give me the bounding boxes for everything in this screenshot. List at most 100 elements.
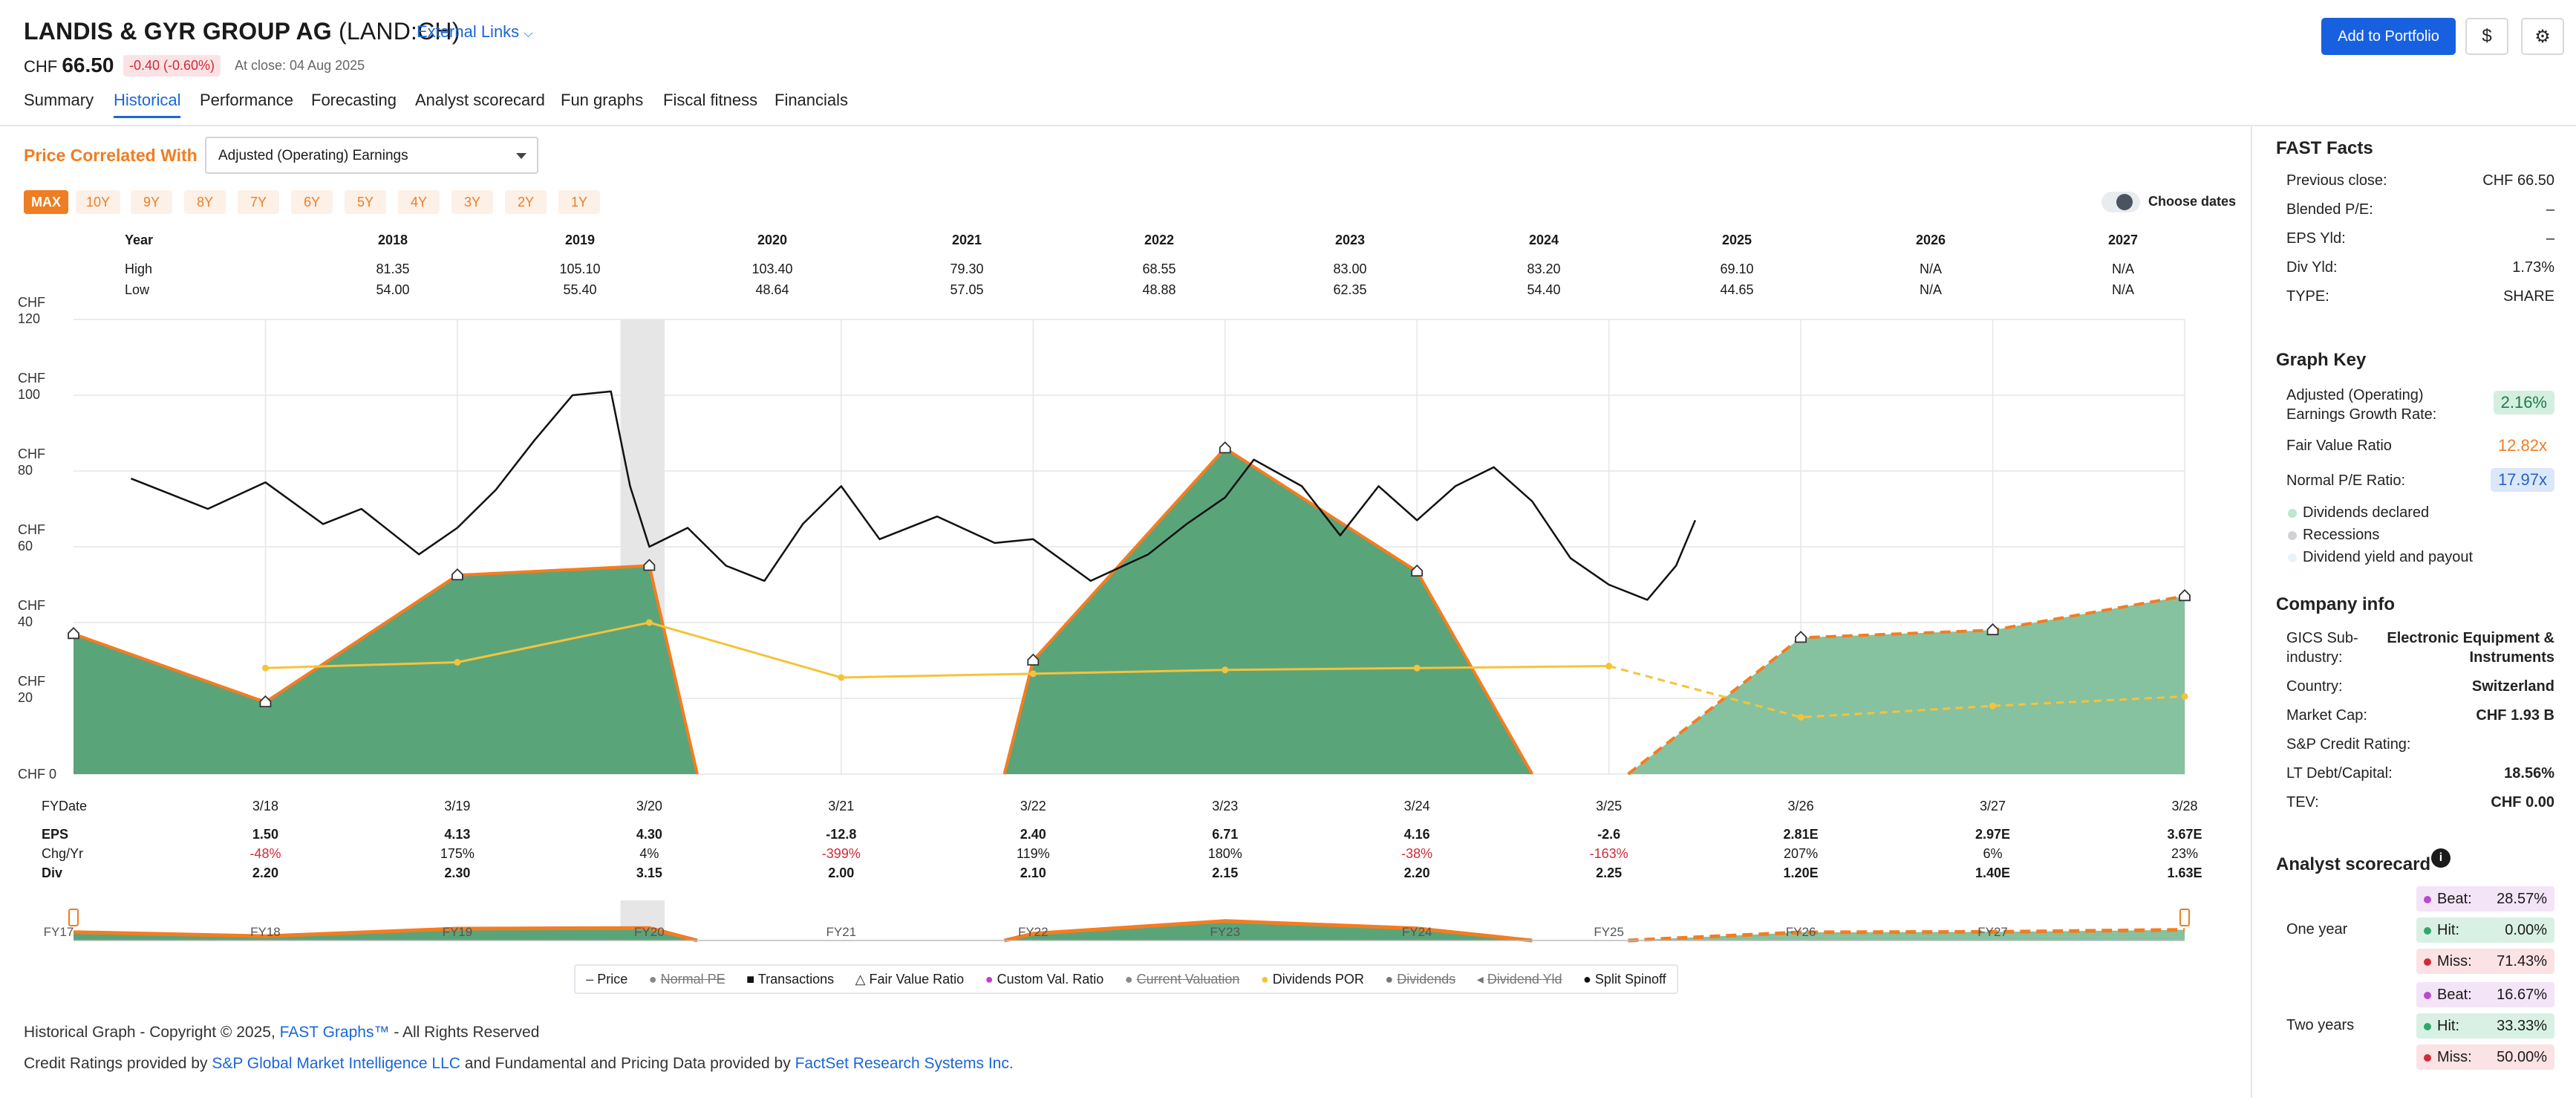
tab-fiscal-fitness[interactable]: Fiscal fitness	[663, 91, 758, 109]
legend-item-dividend-yld[interactable]: ◂ Dividend Yld	[1477, 972, 1562, 987]
fy-dates-cell: 3/20	[636, 799, 662, 813]
tab-summary[interactable]: Summary	[24, 91, 94, 109]
sp-global-link[interactable]: S&P Global Market Intelligence LLC	[212, 1055, 460, 1072]
correlation-select[interactable]: Adjusted (Operating) Earnings	[205, 137, 538, 174]
fy-dates-cell: 3/28	[2171, 799, 2198, 813]
country-value: Switzerland	[2471, 678, 2554, 695]
external-links-label: External Links	[417, 22, 520, 41]
y-tick-label: CHF 100	[18, 371, 45, 402]
fair-value-value: 12.82x	[2497, 436, 2547, 455]
div-cell: 2.25	[1596, 865, 1623, 880]
legend-item-current-valuation[interactable]: ● Current Valuation	[1125, 972, 1240, 987]
legend-item-dividends-por[interactable]: ● Dividends POR	[1261, 972, 1364, 987]
tab-historical[interactable]: Historical	[114, 91, 181, 118]
footer-credits: Credit Ratings provided by S&P Global Ma…	[24, 1055, 1014, 1073]
chg-yr-cell: -399%	[821, 846, 861, 861]
dividend-por-point	[645, 619, 653, 626]
mini-fy-label: FY26	[1786, 925, 1816, 939]
factset-link[interactable]: FactSet Research Systems Inc.	[795, 1055, 1014, 1072]
tab-financials[interactable]: Financials	[775, 91, 849, 109]
external-links-dropdown[interactable]: External Links ⌵	[417, 22, 532, 42]
chg-yr-cell: 23%	[2171, 846, 2199, 861]
range-button-5y[interactable]: 5Y	[345, 190, 386, 214]
year-table-high-cell: 83.00	[1333, 261, 1367, 276]
legend-marker-icon: ●	[985, 971, 997, 987]
dividend-por-point	[261, 664, 269, 672]
legend-item-transactions[interactable]: ■ Transactions	[746, 972, 834, 987]
range-button-max[interactable]: MAX	[24, 190, 68, 214]
y-tick-label: CHF 120	[18, 295, 45, 326]
estimate-line	[1627, 594, 2185, 776]
legend-item-fair-value-ratio[interactable]: △ Fair Value Ratio	[855, 972, 965, 987]
miss-dot	[2424, 1053, 2431, 1062]
fastgraphs-link[interactable]: FAST Graphs™	[279, 1024, 390, 1041]
div-cell: 2.30	[444, 865, 471, 880]
price-chart[interactable]	[0, 0, 2251, 1098]
right-range-handle[interactable]	[2179, 909, 2190, 926]
tab-forecasting[interactable]: Forecasting	[311, 91, 397, 109]
range-button-10y[interactable]: 10Y	[76, 190, 120, 214]
legend-item-price[interactable]: – Price	[586, 972, 627, 987]
range-button-9y[interactable]: 9Y	[131, 190, 172, 214]
year-table-high-cell: 79.30	[950, 261, 984, 276]
fair-value-marker	[451, 568, 463, 581]
eps-yld-value: –	[2546, 230, 2554, 247]
legend-label: Split Spinoff	[1594, 971, 1666, 987]
mini-fy-label: FY25	[1594, 925, 1624, 939]
fy-dates-cell: 3/23	[1212, 799, 1239, 813]
choose-dates-toggle[interactable]	[2101, 192, 2140, 212]
range-button-8y[interactable]: 8Y	[184, 190, 226, 214]
legend-item-normal-pe[interactable]: ● Normal PE	[649, 972, 725, 987]
miss-label: Miss:	[2437, 952, 2472, 969]
y-tick-label: CHF 0	[18, 767, 57, 782]
range-navigator[interactable]: FY17 FY18 FY19 FY20 FY21 FY22 FY23 FY24 FY25 FY26…	[0, 900, 2251, 945]
footer-copyright: Historical Graph - Copyright © 2025, FAS…	[24, 1024, 539, 1042]
low-header: Low	[125, 282, 150, 297]
mini-fy-label: FY22	[1018, 925, 1049, 939]
legend-item-split-spinoff[interactable]: ● Split Spinoff	[1583, 972, 1666, 987]
range-button-4y[interactable]: 4Y	[398, 190, 440, 214]
dividend-por-point	[1413, 664, 1421, 672]
year-table-years-cell: 2027	[2107, 233, 2139, 247]
div-cell: 1.40E	[1975, 865, 2011, 880]
left-range-handle[interactable]	[68, 909, 79, 926]
prev-close-value: CHF 66.50	[2482, 172, 2554, 189]
range-button-3y[interactable]: 3Y	[451, 190, 493, 214]
eps-yld-label: EPS Yld:	[2286, 230, 2346, 247]
beat-label: Beat:	[2437, 890, 2472, 907]
year-table-years-cell: 2025	[1721, 233, 1752, 247]
tab-analyst-scorecard[interactable]: Analyst scorecard	[415, 91, 545, 109]
fair-value-area-2	[1004, 448, 1533, 774]
range-button-2y[interactable]: 2Y	[505, 190, 547, 214]
y-tick-label: CHF 60	[18, 522, 45, 553]
two-years-miss-value: 50.00%	[2497, 1048, 2547, 1065]
legend-label: Dividends POR	[1272, 971, 1364, 987]
chg-yr-cell: -38%	[1401, 846, 1433, 861]
add-to-portfolio-button[interactable]: Add to Portfolio	[2321, 18, 2456, 55]
legend-item-dividends[interactable]: ● Dividends	[1385, 972, 1455, 987]
div-cell: 2.00	[828, 865, 855, 880]
mini-fy-label: FY18	[250, 925, 281, 939]
chevron-down-icon: ⌵	[524, 27, 533, 40]
country-label: Country:	[2286, 678, 2343, 695]
footer-text-1: Historical Graph - Copyright © 2025,	[24, 1024, 275, 1041]
fair-value-marker	[1795, 631, 1807, 643]
range-button-1y[interactable]: 1Y	[558, 190, 600, 214]
tab-fun-graphs[interactable]: Fun graphs	[561, 91, 644, 109]
fy-dates-cell: 3/22	[1020, 799, 1046, 813]
range-button-7y[interactable]: 7Y	[238, 190, 279, 214]
currency-button[interactable]: $	[2465, 18, 2508, 55]
info-icon[interactable]: i	[2431, 848, 2451, 868]
eps-cell: 4.16	[1403, 827, 1430, 842]
legend-item-custom-val-ratio[interactable]: ● Custom Val. Ratio	[985, 972, 1104, 987]
chg-yr-cell: 180%	[1207, 846, 1242, 861]
tab-performance[interactable]: Performance	[200, 91, 293, 109]
year-table-years-cell: 2021	[951, 233, 982, 247]
dividend-por-point	[1029, 670, 1037, 678]
legend-marker-icon: ■	[746, 971, 758, 987]
year-table-low-cell: 54.00	[376, 282, 410, 297]
range-button-6y[interactable]: 6Y	[291, 190, 333, 214]
blended-pe-value: –	[2546, 201, 2554, 218]
mini-line-1	[73, 926, 698, 943]
settings-button[interactable]: ⚙	[2521, 18, 2564, 55]
